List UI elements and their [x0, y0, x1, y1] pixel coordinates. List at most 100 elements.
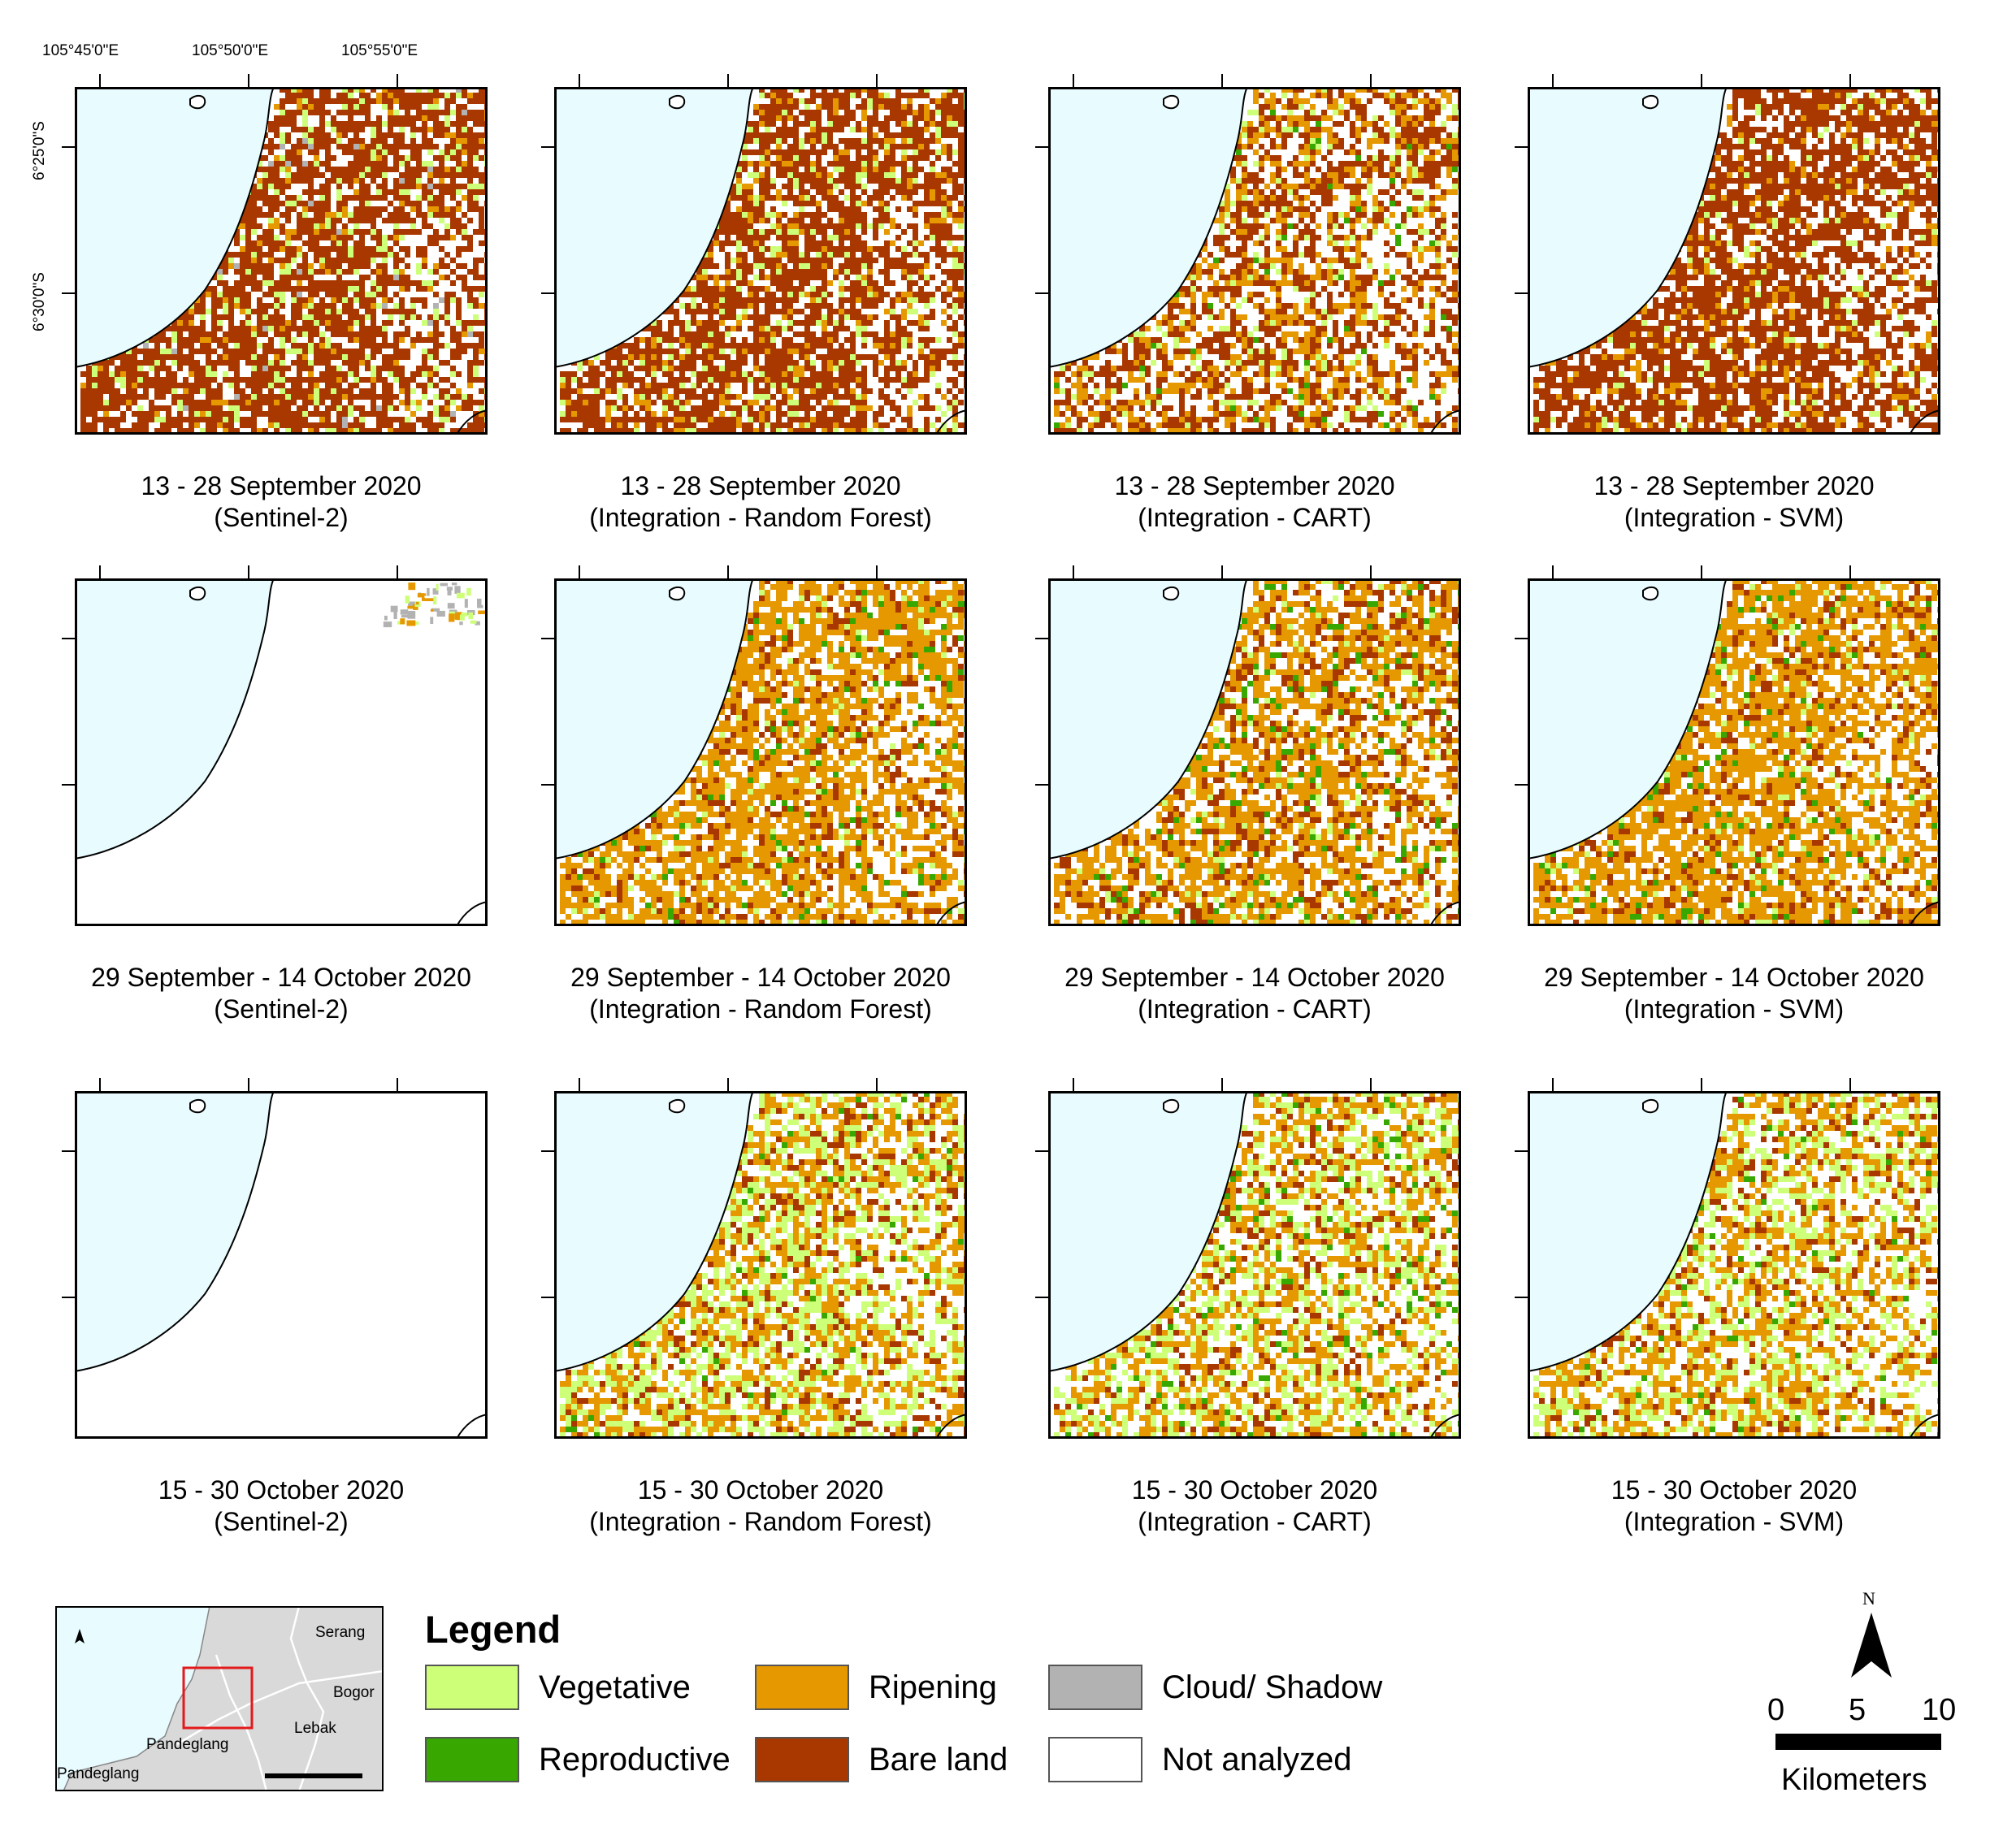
scale-tick-5: 5: [1849, 1693, 1866, 1728]
north-arrow: N: [1843, 1588, 1900, 1686]
legend-swatch: [425, 1665, 519, 1710]
graticule-tick: [62, 1150, 75, 1152]
island-outline: [1163, 94, 1180, 110]
classified-land-cover: [1533, 578, 1943, 931]
graticule-tick: [62, 637, 75, 639]
map-frame: [1048, 1091, 1461, 1439]
legend-swatch: [1048, 1737, 1142, 1782]
north-arrow-icon: [1851, 1613, 1892, 1678]
inset-map: Serang Bogor Lebak Pandeglang Pandeglang: [54, 1605, 384, 1792]
map-panel: [553, 578, 969, 931]
graticule-tick: [1515, 783, 1528, 786]
panel-caption: 29 September - 14 October 2020 (Sentinel-…: [54, 962, 509, 1025]
graticule-tick: [1552, 1078, 1554, 1091]
map-panel: [1047, 578, 1463, 931]
scale-tick-10: 10: [1922, 1693, 1956, 1728]
graticule-tick: [1552, 565, 1554, 578]
inset-frame: [54, 1605, 384, 1792]
legend-label: Bare land: [869, 1742, 1008, 1778]
sea-area: [1047, 86, 1249, 369]
map-panel-svg: [1527, 1090, 1943, 1444]
graticule-tick: [727, 74, 730, 87]
map-frame: [554, 1091, 967, 1439]
map-panel-svg: [553, 578, 969, 931]
graticule-tick: [579, 1078, 581, 1091]
sea-area: [553, 578, 755, 860]
panel-caption-period: 29 September - 14 October 2020: [1507, 962, 1962, 994]
map-panel-svg: [74, 1090, 488, 1440]
map-frame: [75, 1091, 488, 1439]
graticule-tick: [397, 1078, 399, 1091]
boundary-line: [1429, 901, 1462, 927]
inset-north-icon: [75, 1629, 85, 1643]
graticule-tick: [1221, 1078, 1224, 1091]
map-panel: [1047, 86, 1463, 440]
legend-label: Ripening: [869, 1669, 997, 1706]
boundary-line: [1429, 409, 1462, 435]
inset-label-lebak: Lebak: [294, 1720, 336, 1738]
panel-caption: 15 - 30 October 2020 (Sentinel-2): [54, 1474, 509, 1538]
graticule-tick: [1552, 74, 1554, 87]
graticule-tick: [876, 565, 878, 578]
graticule-tick: [541, 145, 554, 148]
graticule-tick: [727, 565, 730, 578]
map-frame: [1048, 87, 1461, 435]
map-panel-svg: [1527, 578, 1943, 931]
panel-caption-method: (Integration - Random Forest): [533, 994, 988, 1025]
map-panel: [74, 1090, 488, 1440]
map-frame: [1528, 1091, 1940, 1439]
graticule-tick: [579, 74, 581, 87]
boundary-line: [1909, 409, 1941, 435]
graticule-tick: [62, 145, 75, 148]
panel-caption-method: (Integration - CART): [1027, 1506, 1482, 1538]
panel-caption-method: (Integration - CART): [1027, 994, 1482, 1025]
boundary-line: [1909, 1414, 1941, 1440]
panel-caption-period: 15 - 30 October 2020: [1507, 1474, 1962, 1506]
island-outline: [669, 586, 686, 601]
panel-caption-method: (Sentinel-2): [54, 1506, 509, 1538]
graticule-tick: [541, 637, 554, 639]
graticule-tick: [1370, 565, 1372, 578]
graticule-tick: [1515, 1296, 1528, 1298]
graticule-tick: [1370, 1078, 1372, 1091]
panel-caption-method: (Integration - CART): [1027, 502, 1482, 534]
panel-caption: 15 - 30 October 2020 (Integration - CART): [1027, 1474, 1482, 1538]
legend-swatch: [755, 1737, 849, 1782]
panel-caption: 15 - 30 October 2020 (Integration - Rando…: [533, 1474, 988, 1538]
scale-tick-0: 0: [1767, 1693, 1784, 1728]
panel-caption-method: (Integration - SVM): [1507, 994, 1962, 1025]
sea-area: [74, 1090, 275, 1373]
graticule-tick: [1035, 637, 1048, 639]
island-outline: [669, 94, 686, 110]
graticule-tick: [876, 74, 878, 87]
lon-label-2: 105°50'0"E: [192, 42, 268, 60]
graticule-tick: [876, 1078, 878, 1091]
sea-area: [74, 578, 275, 860]
panel-caption-period: 29 September - 14 October 2020: [1027, 962, 1482, 994]
boundary-line: [935, 901, 968, 927]
map-panel: [74, 86, 490, 440]
inset-boundary-2: [289, 1605, 325, 1792]
panel-caption-period: 15 - 30 October 2020: [54, 1474, 509, 1506]
legend-swatch: [1048, 1665, 1142, 1710]
panel-caption-period: 13 - 28 September 2020: [1507, 470, 1962, 502]
map-frame: [1528, 578, 1940, 926]
graticule-tick: [248, 565, 250, 578]
panel-caption: 13 - 28 September 2020 (Integration - Ran…: [533, 470, 988, 534]
graticule-tick: [1035, 145, 1048, 148]
boundary-line: [456, 409, 488, 435]
map-frame: [1048, 578, 1461, 926]
panel-caption-period: 13 - 28 September 2020: [533, 470, 988, 502]
island-outline: [669, 1098, 686, 1114]
graticule-tick: [1221, 74, 1224, 87]
graticule-tick: [1515, 637, 1528, 639]
panel-caption: 29 September - 14 October 2020 (Integrati…: [1027, 962, 1482, 1025]
graticule-tick: [397, 74, 399, 87]
panel-caption-method: (Integration - SVM): [1507, 1506, 1962, 1538]
map-panel-svg: [1047, 578, 1463, 931]
panel-caption: 13 - 28 September 2020 (Integration - CAR…: [1027, 470, 1482, 534]
graticule-tick: [62, 783, 75, 786]
graticule-tick: [1073, 565, 1075, 578]
boundary-line: [456, 1414, 488, 1440]
graticule-tick: [1849, 1078, 1852, 1091]
